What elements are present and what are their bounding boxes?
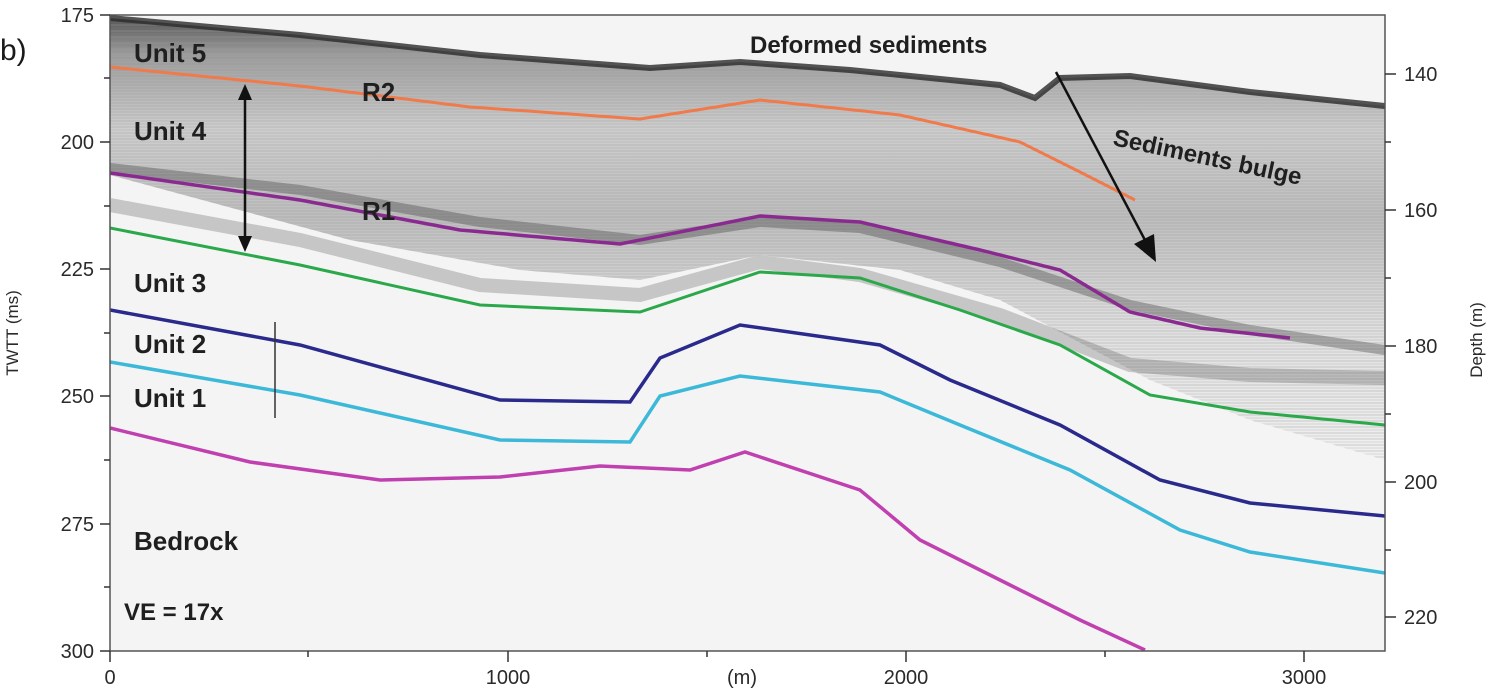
unit3-label: Unit 3 xyxy=(134,268,206,298)
bottom-tick-2000: 2000 xyxy=(884,667,929,689)
vertical-exaggeration-label: VE = 17x xyxy=(124,599,224,626)
bottom-axis-title: (m) xyxy=(727,667,757,689)
thickness-arrow xyxy=(238,84,252,252)
right-tick-180: 180 xyxy=(1404,336,1437,358)
right-axis-tick-labels: 140 160 180 200 220 xyxy=(1404,64,1437,629)
right-tick-220: 220 xyxy=(1404,607,1437,629)
r2-label: R2 xyxy=(362,77,395,107)
left-tick-275: 275 xyxy=(61,514,94,536)
dark-layer-band-lower xyxy=(110,198,1385,385)
unit1-label: Unit 1 xyxy=(134,383,206,413)
unit5-label: Unit 5 xyxy=(134,38,206,68)
left-axis-tick-labels: 175 200 225 250 275 300 xyxy=(61,5,94,663)
left-tick-250: 250 xyxy=(61,386,94,408)
right-tick-200: 200 xyxy=(1404,472,1437,494)
panel-label: b) xyxy=(0,34,27,67)
right-tick-160: 160 xyxy=(1404,200,1437,222)
left-axis xyxy=(100,14,110,652)
dark-layer-band xyxy=(110,163,1385,355)
deformed-sediments-label: Deformed sediments xyxy=(750,32,987,59)
right-axis xyxy=(1385,73,1396,618)
r1-label: R1 xyxy=(362,196,395,226)
unit2-base-line xyxy=(110,308,1385,518)
deformed-sediments-arrow xyxy=(1054,71,1156,262)
unit4-label: Unit 4 xyxy=(134,116,207,146)
left-tick-225: 225 xyxy=(61,259,94,281)
left-axis-title: TWTT (ms) xyxy=(3,290,22,376)
right-axis-title: Depth (m) xyxy=(1467,302,1486,378)
unit1-base-line xyxy=(110,360,1385,575)
bottom-tick-1000: 1000 xyxy=(486,667,531,689)
bottom-axis-tick-labels: 0 1000 2000 3000 xyxy=(104,667,1326,689)
bottom-tick-3000: 3000 xyxy=(1282,667,1327,689)
bottom-axis xyxy=(109,651,1305,662)
bedrock-top-line xyxy=(110,426,1146,651)
r2-reflector-line xyxy=(110,65,1136,202)
bottom-tick-0: 0 xyxy=(104,667,115,689)
left-tick-175: 175 xyxy=(61,5,94,27)
right-tick-140: 140 xyxy=(1404,64,1437,86)
left-tick-300: 300 xyxy=(61,641,94,663)
unit3-base-line xyxy=(110,226,1385,427)
left-tick-200: 200 xyxy=(61,132,94,154)
unit2-label: Unit 2 xyxy=(134,329,206,359)
seafloor-reflector xyxy=(110,15,1385,109)
bedrock-label: Bedrock xyxy=(134,526,239,556)
sediment-stratification xyxy=(110,18,1385,460)
r1-reflector-line xyxy=(110,171,1291,340)
